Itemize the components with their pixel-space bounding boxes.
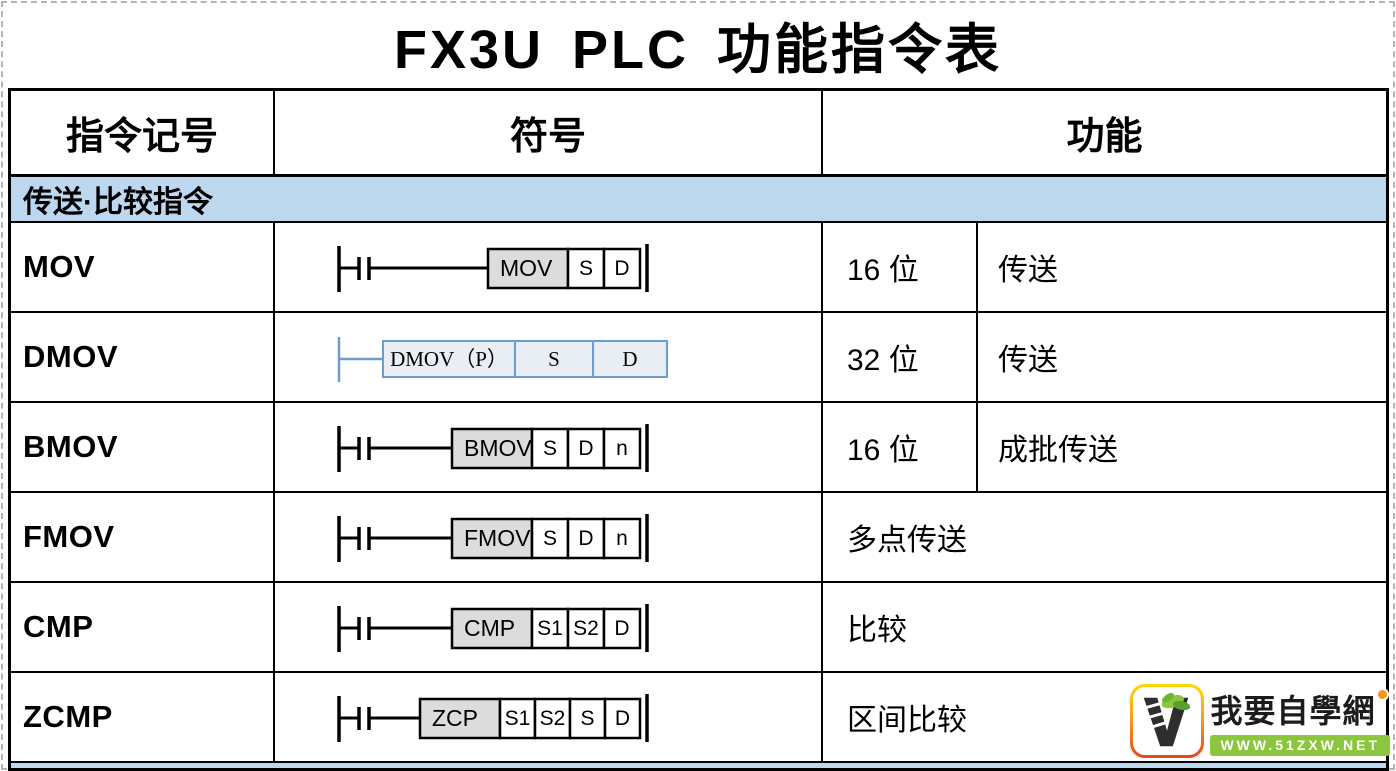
function-cell: 多点传送 [823,493,1386,581]
ladder-cell-text: CMP [464,615,515,641]
ladder-cell-text: n [616,527,628,550]
ladder-diagram: CMP S1 S2 D [337,604,649,652]
function-description: 比较 [847,614,907,647]
function-description: 多点传送 [847,524,967,557]
symbol-cell: DMOV（P） S D [275,313,823,401]
ladder-cell-text: S2 [573,617,599,640]
function-cell: 16 位成批传送 [823,403,1386,491]
ladder-cell-text: S1 [505,707,531,730]
ladder-cell-text: S [548,347,560,371]
title-block: FX3U PLC 功能指令表 [0,0,1396,88]
ladder-cell-text: S [579,257,593,280]
ladder-cell-text: D [578,527,593,550]
table-row: MOV MOV S D 16 位传送 [11,223,1386,313]
ladder-cell-text: D [615,707,630,730]
function-description: 传送 [998,254,1058,287]
function-cell: 比较 [823,583,1386,671]
ladder-cell-text: S [543,437,557,460]
instruction-name: DMOV [11,313,275,401]
instruction-table: 指令记号 符号 功能 传送·比较指令 MOV MOV S D 16 位传送 DMOV DMO… [8,88,1389,771]
column-header-function: 功能 [1066,116,1143,158]
table-row: DMOV DMOV（P） S D 32 位传送 [11,313,1386,403]
ladder-cell-text: ZCP [432,705,478,731]
table-row: ZCMP ZCP S1 S2 S D 区间比较 [11,673,1386,763]
ladder-cell-text: S [580,707,594,730]
v-leaf-logo-icon [1144,692,1191,747]
ladder-cell-text: DMOV（P） [390,347,508,371]
ladder-cell-text: MOV [500,255,553,281]
ladder-cell-text: FMOV [464,525,531,551]
section-header: 传送·比较指令 [11,177,1386,223]
instruction-name: FMOV [11,493,275,581]
page-title: FX3U PLC 功能指令表 [393,19,1003,80]
instruction-name: BMOV [11,403,275,491]
column-header-instruction: 指令记号 [11,91,275,174]
table-row: CMP CMP S1 S2 D 比较 [11,583,1386,673]
function-cell: 16 位传送 [823,223,1386,311]
symbol-cell: MOV S D [275,223,823,311]
function-bit-width: 16 位 [823,403,978,491]
function-description: 区间比较 [847,704,967,737]
site-name: 我要自學網 [1210,693,1376,729]
logo-badge-icon [1376,688,1390,701]
function-cell: 32 位传送 [823,313,1386,401]
table-body: MOV MOV S D 16 位传送 DMOV DMOV（P） S D 32 位传送 BMOV BMO… [11,223,1386,763]
column-header-symbol: 符号 [275,91,823,174]
instruction-name: CMP [11,583,275,671]
ladder-cell-text: S [543,527,557,550]
function-cell: 区间比较 [823,673,1386,761]
ladder-diagram: ZCP S1 S2 S D [337,694,649,742]
site-logo-icon [1129,683,1206,759]
function-bit-width: 16 位 [823,223,978,311]
instruction-name: MOV [11,223,275,311]
ladder-cell-text: D [622,347,637,371]
ladder-cell-text: BMOV [464,435,532,461]
site-url: WWW.51ZXW.NET [1210,735,1390,756]
site-watermark: 我要自學網 WWW.51ZXW.NET [1129,683,1390,759]
symbol-cell: ZCP S1 S2 S D [275,673,823,761]
ladder-diagram: DMOV（P） S D [337,337,668,382]
next-section-strip [11,763,1386,768]
ladder-cell-text: S1 [537,617,563,640]
instruction-name: ZCMP [11,673,275,761]
ladder-cell-text: D [614,617,629,640]
function-bit-width: 32 位 [823,313,978,401]
ladder-cell-text: S2 [540,707,566,730]
ladder-cell-text: n [616,437,628,460]
function-description: 传送 [998,344,1058,377]
table-header-row: 指令记号 符号 功能 [11,91,1386,177]
ladder-cell-text: D [578,437,593,460]
symbol-cell: CMP S1 S2 D [275,583,823,671]
function-description: 成批传送 [998,434,1118,467]
ladder-cell-text: D [614,257,629,280]
ladder-diagram: MOV S D [337,244,649,292]
